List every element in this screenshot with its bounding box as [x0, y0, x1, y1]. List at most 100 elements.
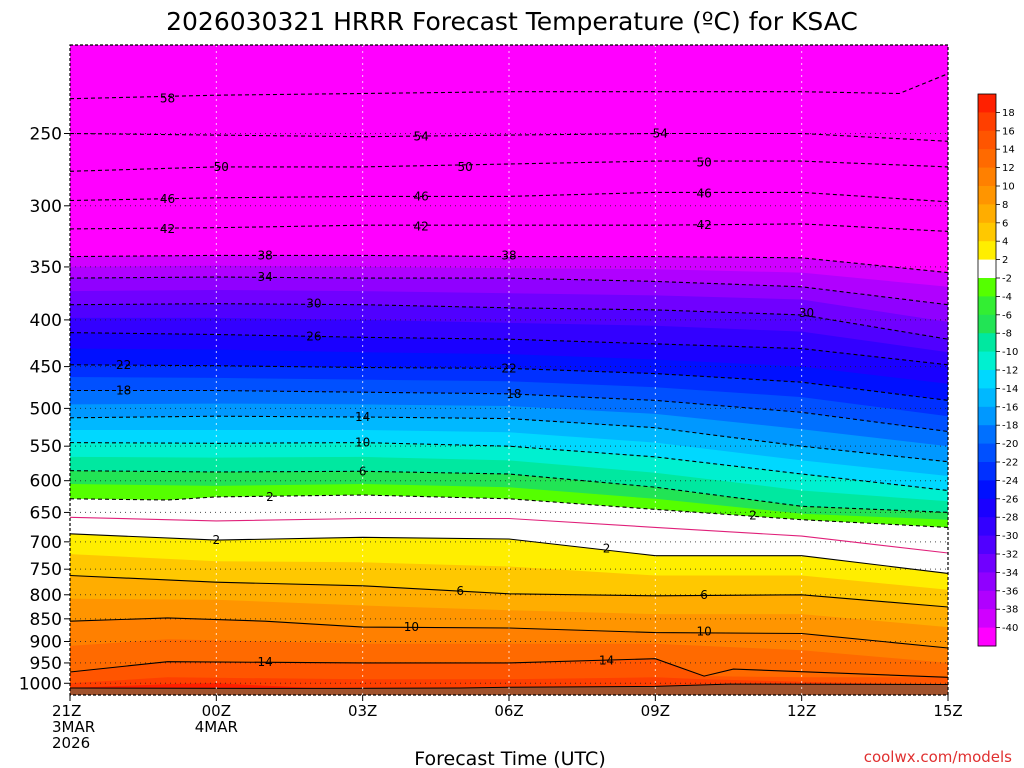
y-tick-label: 500 — [30, 399, 62, 419]
contour-label: 18 — [506, 387, 521, 401]
contour-label: 14 — [257, 655, 272, 669]
colorbar-label: -38 — [1002, 605, 1018, 616]
colorbar-label: -30 — [1002, 531, 1018, 542]
colorbar-swatch — [978, 462, 996, 481]
contour-label: 54 — [414, 130, 429, 144]
colorbar-swatch — [978, 590, 996, 610]
colorbar-label: 18 — [1002, 108, 1015, 119]
contour-label: 38 — [257, 248, 272, 262]
colorbar-label: -16 — [1002, 402, 1018, 413]
colorbar-swatch — [978, 296, 996, 316]
contour-line — [69, 332, 949, 366]
x-tick-label: 12Z — [787, 702, 816, 720]
contour-label: 2 — [603, 542, 611, 556]
contour-label: 34 — [257, 270, 272, 284]
contour-line — [69, 494, 949, 528]
y-tick-label: 650 — [30, 503, 62, 523]
y-axis: 2503003504004505005506006507007508008509… — [19, 124, 70, 694]
contour-label: 10 — [696, 625, 711, 639]
contour-label: 22 — [501, 361, 516, 375]
x-tick-label: 21Z — [52, 702, 81, 720]
contour-label: 46 — [160, 192, 175, 206]
colorbar-label: -4 — [1002, 292, 1012, 303]
y-tick-label: 900 — [30, 632, 62, 652]
contour-label: 30 — [799, 306, 814, 320]
colorbar-swatch — [978, 204, 996, 224]
contour-line — [69, 303, 949, 340]
x-tick-label: 06Z — [494, 702, 523, 720]
colorbar-label: -14 — [1002, 384, 1018, 395]
contour-label: 30 — [306, 297, 321, 311]
contour-label: 14 — [355, 410, 370, 424]
x-tick-label: 4MAR — [195, 718, 238, 736]
x-tick-label: 3MAR — [52, 718, 95, 736]
contour-label: 10 — [355, 436, 370, 450]
y-tick-label: 800 — [30, 586, 62, 606]
colorbar-label: -34 — [1002, 568, 1018, 579]
colorbar-label: 8 — [1002, 200, 1008, 211]
colorbar-swatch — [978, 425, 996, 445]
colorbar-swatch — [978, 627, 996, 647]
y-tick-label: 300 — [30, 197, 62, 217]
contour-line — [69, 160, 949, 172]
colorbar-label: -18 — [1002, 421, 1018, 432]
contour-label: 54 — [653, 126, 668, 140]
colorbar-label: 12 — [1002, 163, 1015, 174]
contour-line — [69, 574, 949, 608]
contour-line — [69, 223, 949, 232]
colorbar-swatch — [978, 241, 996, 261]
contour-label: 18 — [116, 384, 131, 398]
colorbar-label: -40 — [1002, 623, 1018, 634]
colorbar-label: -20 — [1002, 439, 1018, 450]
colorbar-swatch — [978, 406, 996, 426]
colorbar-swatch — [978, 517, 996, 537]
y-tick-label: 250 — [30, 124, 62, 144]
y-tick-label: 850 — [30, 610, 62, 630]
colorbar-label: 10 — [1002, 182, 1015, 193]
contour-line — [69, 132, 949, 142]
credit-link[interactable]: coolwx.com/models — [864, 748, 1012, 766]
colorbar-swatch — [978, 167, 996, 187]
y-tick-label: 450 — [30, 358, 62, 378]
contour-label: 10 — [404, 620, 419, 634]
colorbar-swatch — [978, 278, 996, 297]
contour-line — [69, 254, 949, 274]
x-axis-title: Forecast Time (UTC) — [414, 748, 605, 768]
contour-line — [69, 533, 949, 574]
y-tick-label: 550 — [30, 437, 62, 457]
contour-label: 42 — [160, 222, 175, 236]
colorbar-label: 14 — [1002, 145, 1015, 156]
colorbar-label: -26 — [1002, 494, 1018, 505]
colorbar-label: -8 — [1002, 329, 1012, 340]
contour-label: 2 — [266, 490, 274, 504]
contour-label: 50 — [696, 156, 711, 170]
colorbar-label: -12 — [1002, 366, 1018, 377]
colorbar-label: 6 — [1002, 218, 1008, 229]
contour-label: 2 — [749, 508, 757, 522]
contour-label: 46 — [696, 187, 711, 201]
colorbar-label: -2 — [1002, 274, 1012, 285]
contour-label: 50 — [214, 160, 229, 174]
contour-line — [69, 73, 949, 100]
colorbar-label: -24 — [1002, 476, 1018, 487]
grid-layer — [70, 45, 948, 695]
colorbar-label: -22 — [1002, 458, 1018, 469]
colorbar-swatch — [978, 498, 996, 518]
y-tick-label: 350 — [30, 258, 62, 278]
colorbar-label: 16 — [1002, 126, 1015, 137]
contour-label: 50 — [457, 160, 472, 174]
colorbar-swatch — [978, 443, 996, 463]
contour-label: 6 — [700, 588, 708, 602]
contour-label: 26 — [306, 329, 321, 343]
colorbar-swatch — [978, 130, 996, 150]
y-tick-label: 600 — [30, 472, 62, 492]
colorbar-swatch — [978, 94, 996, 113]
contour-label: 14 — [599, 653, 614, 667]
colorbar-swatch — [978, 259, 996, 279]
contour-line — [69, 658, 949, 678]
colorbar-label: -32 — [1002, 550, 1018, 561]
colorbar-label: -36 — [1002, 586, 1018, 597]
contour-line — [69, 516, 949, 554]
colorbar-swatch — [978, 333, 996, 353]
